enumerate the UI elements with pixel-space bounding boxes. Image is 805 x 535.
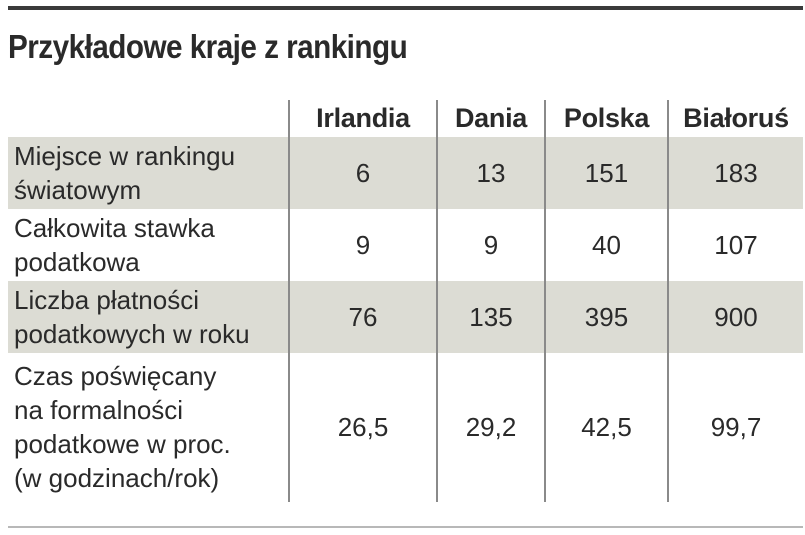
- row-tax-payments: Liczba płatności podatkowych w roku 76 1…: [8, 281, 803, 353]
- chart-title: Przykładowe kraje z rankingu: [8, 28, 408, 65]
- bottom-rule: [8, 526, 803, 528]
- cell-value: 99,7: [667, 353, 803, 502]
- cell-value: 9: [436, 209, 545, 281]
- top-rule: [8, 6, 803, 10]
- cell-value: 40: [544, 209, 668, 281]
- ranking-table: Irlandia Dania Polska Białoruś Miejsce w…: [8, 100, 803, 502]
- cell-value: 395: [544, 281, 668, 353]
- cell-value: 76: [288, 281, 437, 353]
- header-polska: Polska: [544, 100, 668, 137]
- cell-value: 42,5: [544, 353, 668, 502]
- header-dania: Dania: [436, 100, 545, 137]
- header-bialorus: Białoruś: [667, 100, 803, 137]
- row-ranking-place: Miejsce w rankingu światowym 6 13 151 18…: [8, 137, 803, 209]
- cell-value: 6: [288, 137, 437, 209]
- cell-value: 9: [288, 209, 437, 281]
- header-empty: [8, 100, 289, 137]
- cell-value: 151: [544, 137, 668, 209]
- cell-value: 900: [667, 281, 803, 353]
- cell-value: 29,2: [436, 353, 545, 502]
- row-label: Całkowita stawka podatkowa: [14, 212, 215, 277]
- header-row: Irlandia Dania Polska Białoruś: [8, 100, 803, 137]
- cell-value: 183: [667, 137, 803, 209]
- cell-value: 26,5: [288, 353, 437, 502]
- row-label: Liczba płatności podatkowych w roku: [8, 281, 289, 353]
- cell-value: 13: [436, 137, 545, 209]
- header-irlandia: Irlandia: [288, 100, 437, 137]
- row-label: Czas poświęcany na formalności podatkowe…: [14, 361, 231, 493]
- cell-value: 135: [436, 281, 545, 353]
- row-time-spent: Czas poświęcany na formalności podatkowe…: [8, 353, 803, 502]
- row-label: Miejsce w rankingu światowym: [8, 137, 289, 209]
- cell-value: 107: [667, 209, 803, 281]
- row-total-tax-rate: Całkowita stawka podatkowa 9 9 40 107: [8, 209, 803, 281]
